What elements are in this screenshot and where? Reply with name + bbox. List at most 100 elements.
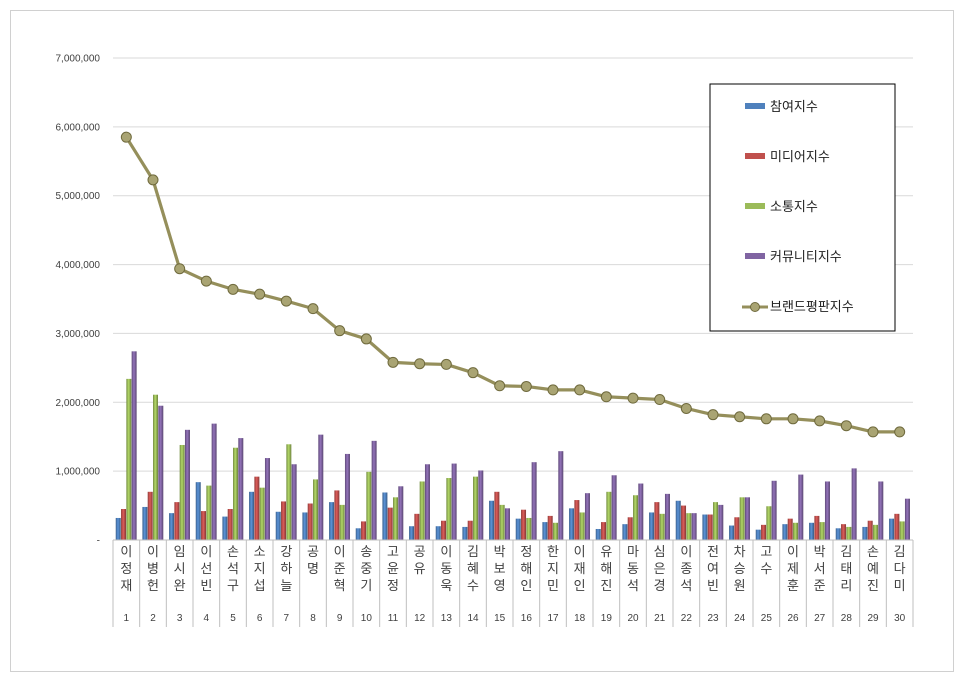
- bar-참여지수-28: [835, 528, 841, 540]
- bar-참여지수-6: [249, 491, 255, 540]
- point-브랜드평판지수-5: [227, 283, 239, 295]
- bar-미디어지수-10: [361, 521, 367, 540]
- bar-소통지수-27: [819, 522, 825, 540]
- bar-참여지수-25: [755, 529, 761, 540]
- bar-series: [115, 351, 910, 540]
- bar-커뮤니티지수-29: [878, 481, 884, 540]
- bar-참여지수-20: [622, 524, 628, 540]
- bar-소통지수-16: [526, 517, 532, 540]
- point-브랜드평판지수-25: [760, 413, 772, 425]
- point-브랜드평판지수-16: [520, 380, 532, 392]
- x-rank-label: 2: [150, 613, 156, 624]
- bar-소통지수-17: [553, 522, 558, 540]
- bar-커뮤니티지수-23: [718, 504, 724, 540]
- bar-미디어지수-11: [387, 507, 393, 540]
- bar-참여지수-10: [355, 528, 361, 540]
- bar-커뮤니티지수-27: [824, 481, 830, 540]
- bar-참여지수-8: [302, 512, 308, 540]
- y-tick-label: 7,000,000: [56, 54, 101, 65]
- bar-커뮤니티지수-12: [424, 464, 430, 540]
- bar-참여지수-14: [462, 526, 468, 540]
- bar-참여지수-24: [729, 525, 735, 540]
- bar-소통지수-9: [339, 504, 345, 540]
- point-브랜드평판지수-13: [440, 358, 452, 370]
- bar-커뮤니티지수-1: [131, 351, 137, 540]
- x-rank-label: 5: [230, 613, 236, 624]
- bar-커뮤니티지수-9: [344, 453, 350, 540]
- bar-미디어지수-4: [201, 511, 207, 540]
- bar-커뮤니티지수-2: [158, 405, 164, 540]
- bar-소통지수-23: [713, 502, 718, 540]
- bar-참여지수-11: [382, 492, 388, 540]
- bar-소통지수-30: [899, 521, 905, 540]
- bar-소통지수-15: [499, 504, 505, 540]
- bar-커뮤니티지수-28: [851, 468, 857, 540]
- bar-미디어지수-22: [681, 505, 687, 540]
- x-rank-label: 23: [707, 613, 719, 624]
- bar-커뮤니티지수-26: [798, 474, 804, 540]
- bar-커뮤니티지수-8: [318, 434, 324, 540]
- bar-커뮤니티지수-15: [504, 508, 510, 540]
- x-rank-label: 1: [124, 613, 130, 624]
- bar-참여지수-21: [649, 512, 655, 540]
- bar-소통지수-13: [446, 478, 452, 540]
- x-rank-label: 17: [547, 613, 559, 624]
- point-브랜드평판지수-30: [894, 426, 906, 438]
- bar-소통지수-5: [233, 447, 238, 540]
- bar-참여지수-15: [489, 500, 495, 540]
- legend-swatch-소통지수: [745, 203, 765, 209]
- bar-소통지수-21: [659, 513, 665, 540]
- bar-커뮤니티지수-4: [211, 423, 217, 540]
- point-브랜드평판지수-18: [574, 384, 586, 396]
- bar-미디어지수-16: [521, 509, 527, 540]
- legend-label: 참여지수: [770, 100, 818, 115]
- bar-미디어지수-19: [601, 522, 607, 540]
- point-브랜드평판지수-19: [600, 391, 612, 403]
- bar-미디어지수-18: [574, 500, 580, 540]
- bar-미디어지수-29: [867, 520, 873, 540]
- point-브랜드평판지수-23: [707, 409, 719, 421]
- x-rank-label: 28: [841, 613, 853, 624]
- y-tick-label: 5,000,000: [56, 191, 101, 202]
- bar-참여지수-3: [169, 513, 175, 540]
- x-rank-label: 13: [441, 613, 453, 624]
- bar-미디어지수-5: [227, 509, 233, 540]
- bar-참여지수-23: [702, 514, 708, 540]
- bar-커뮤니티지수-24: [744, 497, 750, 540]
- bar-미디어지수-1: [121, 509, 127, 540]
- line-series: [120, 131, 906, 438]
- bar-커뮤니티지수-30: [904, 498, 910, 540]
- bar-참여지수-18: [569, 508, 575, 540]
- bar-커뮤니티지수-16: [531, 462, 537, 540]
- bar-미디어지수-2: [147, 491, 153, 540]
- point-브랜드평판지수-11: [387, 356, 399, 368]
- point-브랜드평판지수-27: [814, 415, 826, 427]
- bar-커뮤니티지수-13: [451, 463, 457, 540]
- y-tick-label: 4,000,000: [56, 260, 101, 271]
- x-rank-label: 29: [867, 613, 879, 624]
- bar-소통지수-1: [126, 378, 132, 540]
- y-tick-label: 3,000,000: [56, 329, 101, 340]
- legend-box: [709, 83, 896, 332]
- point-브랜드평판지수-14: [467, 367, 479, 379]
- legend-swatch-참여지수: [745, 103, 765, 109]
- bar-미디어지수-20: [627, 517, 633, 540]
- legend-swatch-미디어지수: [745, 153, 765, 159]
- bar-커뮤니티지수-25: [771, 480, 777, 540]
- x-rank-label: 6: [257, 613, 263, 624]
